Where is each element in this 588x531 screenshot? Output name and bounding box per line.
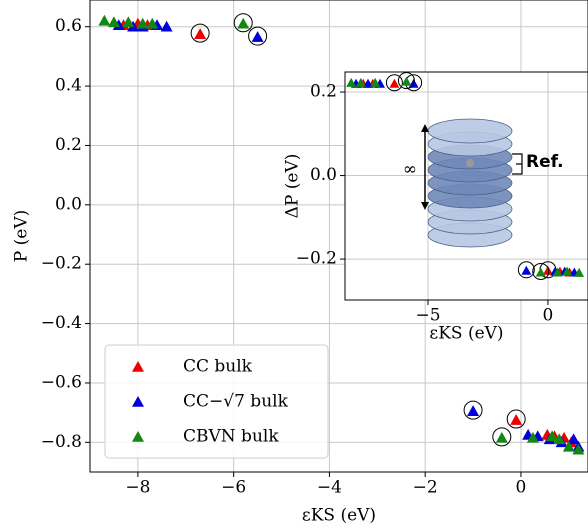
marker [542,265,553,275]
x-tick-label: −4 [317,478,342,498]
y-tick-label: 0.6 [55,16,82,36]
marker [510,414,523,425]
marker [112,19,125,31]
marker [401,76,412,86]
arrow-head [421,202,429,210]
y-axis-label: P (eV) [12,210,32,262]
x-tick-label: −6 [221,478,246,498]
highlight-circle [463,400,483,420]
x-tick-label: 0 [543,306,554,326]
y-tick-label: 0.0 [310,165,337,185]
bracket [512,153,523,175]
annotation: ∞ [403,160,417,180]
marker [146,17,159,29]
y-tick-label: 0.0 [55,194,82,214]
x-axis-label: εKS (eV) [302,506,376,526]
marker [98,14,111,26]
highlight-circle [506,409,526,429]
marker [572,443,585,455]
plot-frame [344,71,588,301]
highlight-circle [532,262,550,280]
marker [546,430,559,442]
marker [526,431,539,443]
highlight-circle [190,23,210,43]
y-tick-label: 0.2 [310,82,337,102]
y-tick-label: −0.2 [41,254,82,274]
x-tick-label: 0 [516,478,527,498]
marker [562,266,573,276]
marker [495,431,508,443]
x-tick-label: −8 [125,478,150,498]
marker [535,267,546,277]
marker [567,433,580,445]
marker [237,17,250,29]
highlight-circle [517,261,535,279]
inset: −5 0 −0.2 0.0 0.2 εKS (eV) ΔP (eV) ∞ Ref. [283,71,588,344]
y-tick-label: −0.4 [41,313,82,333]
marker [562,440,575,452]
marker [389,78,400,88]
marker [467,405,480,416]
plot-frame [89,0,588,473]
x-axis-label: εKS (eV) [429,324,503,344]
reference-point [466,159,474,167]
disc [427,118,513,144]
legend-marker [132,361,144,372]
y-tick-label: −0.2 [296,249,337,269]
legend-box [104,344,329,459]
marker [553,433,566,445]
marker [355,77,366,87]
marker [521,265,532,275]
marker [363,78,374,88]
marker [346,77,357,87]
y-tick-label: −0.6 [41,372,82,392]
highlight-circle [492,427,512,447]
highlight-circle [233,13,253,33]
highlight-circle [397,72,415,90]
arrow-head [421,124,429,132]
x-tick-label: −5 [415,306,440,326]
highlight-circle [385,74,403,92]
marker [251,31,264,42]
marker [194,28,207,39]
marker [122,16,135,28]
marker [107,16,120,28]
legend-marker [132,396,144,407]
y-tick-label: −0.8 [41,432,82,452]
legend-label: CC bulk [183,357,253,377]
marker [136,17,149,29]
marker [160,20,173,32]
annotation: Ref. [526,152,564,172]
y-tick-label: 0.2 [55,135,82,155]
x-tick-label: −2 [413,478,438,498]
marker [574,267,585,277]
y-tick-label: 0.4 [55,76,82,96]
legend-marker [132,431,144,442]
y-axis-label: ΔP (eV) [283,154,303,219]
marker [552,267,563,277]
marker [370,77,381,87]
legend-label: CC−√7 bulk [183,392,289,412]
highlight-circle [248,26,268,46]
legend-label: CBVN bulk [183,427,279,447]
